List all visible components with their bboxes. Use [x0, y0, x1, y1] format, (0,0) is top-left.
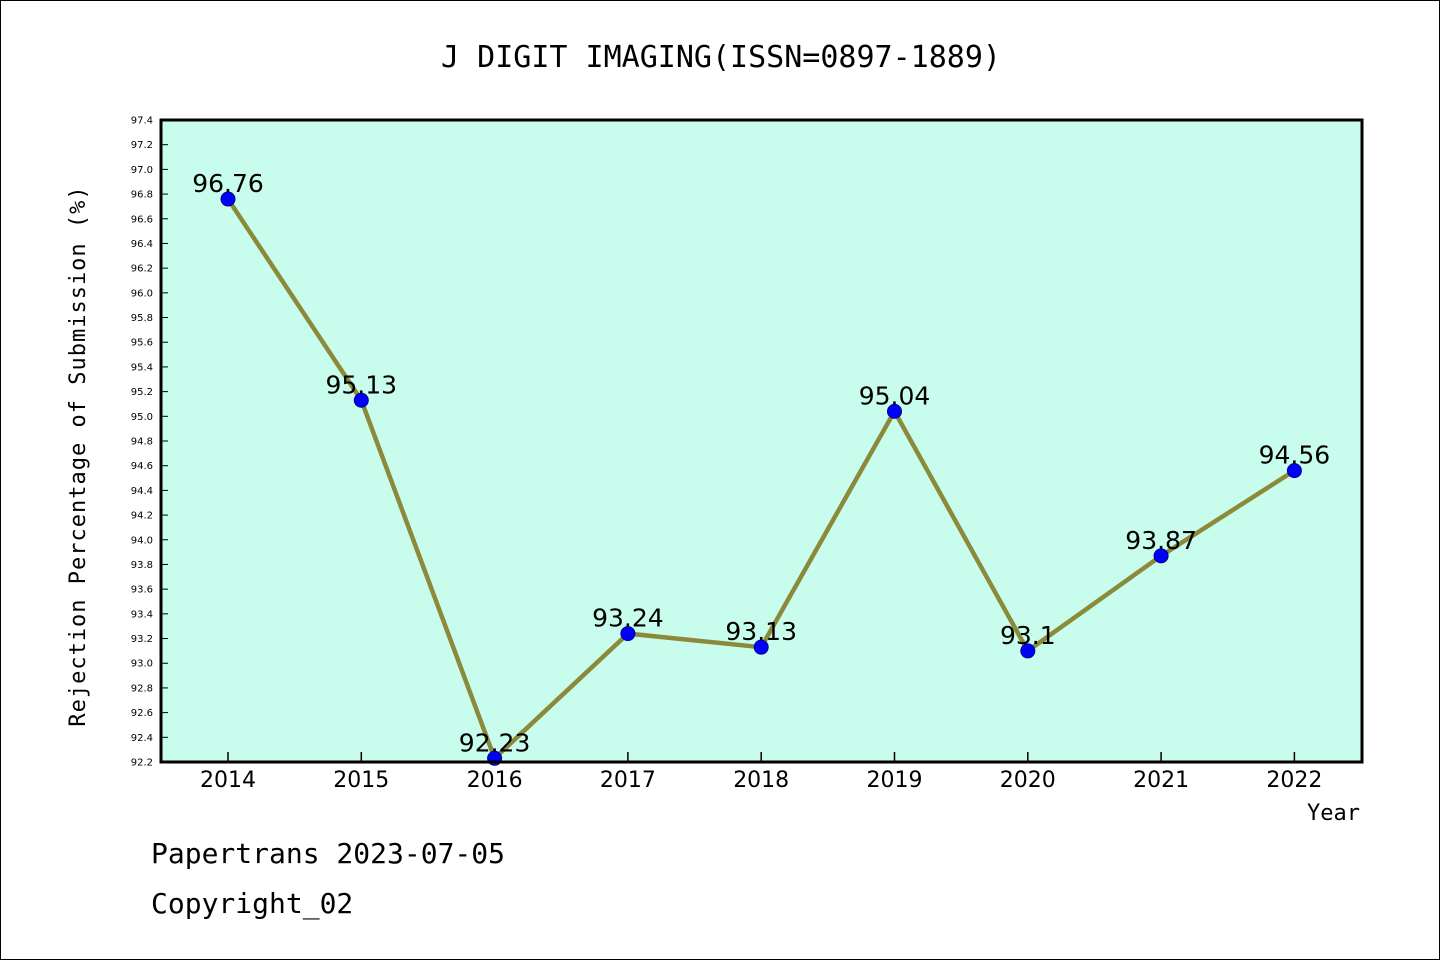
plot-area — [161, 120, 1362, 762]
y-tick-label: 96.6 — [131, 214, 153, 225]
data-point-marker — [220, 191, 236, 207]
data-point-marker — [1286, 463, 1302, 479]
x-tick-label: 2018 — [733, 768, 789, 793]
data-point-marker — [887, 403, 902, 419]
y-tick-label: 96.8 — [131, 190, 153, 201]
y-tick-label: 92.6 — [131, 708, 153, 719]
data-label: 94.56 — [1259, 441, 1331, 470]
data-label: 93.1 — [1000, 621, 1056, 650]
x-axis-ticks: 2014 2015 2016 2017 2018 2019 2020 2021 2022 — [200, 752, 1322, 793]
y-tick-label: 96.0 — [131, 288, 153, 299]
data-label: 93.13 — [725, 617, 797, 646]
y-tick-label: 93.6 — [131, 585, 153, 596]
x-tick-label: 2014 — [200, 768, 256, 793]
y-tick-label: 97.2 — [131, 140, 153, 151]
data-point-marker — [1020, 643, 1036, 659]
y-tick-label: 92.2 — [131, 758, 153, 769]
y-tick-label: 97.0 — [131, 165, 153, 176]
x-tick-label: 2015 — [333, 768, 389, 793]
footer-date-line: Papertrans 2023-07-05 — [151, 837, 506, 870]
y-tick-label: 94.2 — [131, 511, 153, 522]
y-tick-label: 95.2 — [131, 387, 153, 398]
y-tick-label: 92.4 — [131, 733, 153, 744]
y-tick-label: 93.0 — [131, 659, 153, 670]
y-tick-label: 94.6 — [131, 461, 153, 472]
y-tick-label: 95.4 — [131, 362, 153, 373]
data-label: 96.76 — [192, 169, 264, 198]
y-tick-label: 94.8 — [131, 437, 153, 448]
x-tick-label: 2021 — [1133, 768, 1189, 793]
y-axis-label: Rejection Percentage of Submission (%) — [66, 185, 91, 726]
y-tick-label: 93.4 — [131, 609, 153, 620]
y-tick-label: 96.4 — [131, 239, 153, 250]
plot-border — [159, 118, 1364, 764]
x-axis-label: Year — [1307, 801, 1360, 826]
data-label: 93.24 — [592, 604, 664, 633]
y-tick-label: 95.6 — [131, 338, 153, 349]
data-label: 95.13 — [326, 370, 398, 399]
y-tick-label: 95.0 — [131, 412, 153, 423]
x-tick-label: 2020 — [1000, 768, 1056, 793]
y-tick-label: 94.0 — [131, 535, 153, 546]
data-point-marker — [620, 626, 636, 642]
chart-title: J DIGIT IMAGING(ISSN=0897-1889) — [441, 40, 1001, 75]
data-point-marker — [1153, 548, 1169, 564]
y-tick-label: 96.2 — [131, 264, 153, 275]
data-point-marker — [353, 392, 369, 408]
x-tick-label: 2022 — [1266, 768, 1322, 793]
data-point-marker — [753, 639, 769, 655]
y-tick-label: 97.4 — [131, 116, 153, 127]
y-tick-label: 93.2 — [131, 634, 153, 645]
series-markers — [220, 191, 1302, 766]
x-tick-label: 2016 — [467, 768, 523, 793]
y-tick-label: 93.8 — [131, 560, 153, 571]
data-label: 95.04 — [859, 381, 931, 410]
y-tick-label: 92.8 — [131, 683, 153, 694]
y-tick-label: 94.4 — [131, 486, 153, 497]
data-label: 92.23 — [459, 728, 531, 757]
data-label: 93.87 — [1125, 526, 1197, 555]
y-tick-label: 95.8 — [131, 313, 153, 324]
footer-copyright-line: Copyright_02 — [151, 887, 354, 920]
data-labels: 96.76 95.13 92.23 93.24 93.13 95.04 93.1 93.87 9… — [192, 169, 1330, 757]
x-tick-label: 2017 — [600, 768, 656, 793]
x-tick-label: 2019 — [867, 768, 923, 793]
